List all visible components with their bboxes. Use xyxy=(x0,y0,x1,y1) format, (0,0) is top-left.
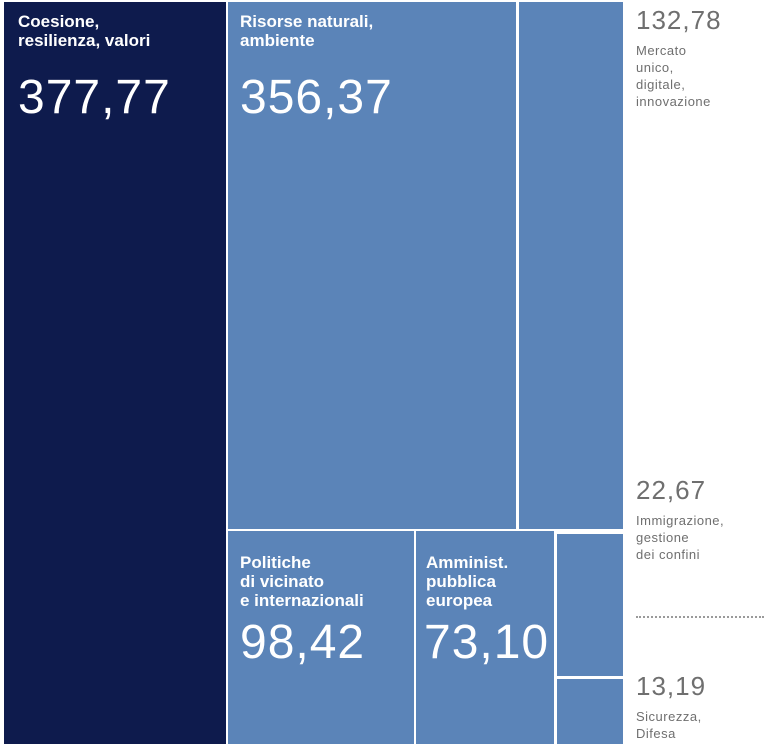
tile-risorse: Risorse naturali, ambiente 356,37 xyxy=(228,2,516,529)
side-label-mercato: Mercato unico, digitale, innovazione xyxy=(636,43,711,109)
leader-line xyxy=(636,616,764,618)
side-label-sicurezza: Sicurezza, Difesa xyxy=(636,709,702,741)
tile-label-risorse: Risorse naturali, ambiente xyxy=(240,12,374,50)
tile-immigrazione xyxy=(557,534,623,676)
tile-value-vicinato: 98,42 xyxy=(240,616,366,669)
tile-value-risorse: 356,37 xyxy=(240,71,393,124)
tile-mercato xyxy=(519,2,623,529)
tile-value-coesione: 377,77 xyxy=(18,71,171,124)
side-label-immigrazione: Immigrazione, gestione dei confini xyxy=(636,513,725,562)
tile-label-coesione: Coesione, resilienza, valori xyxy=(18,12,151,50)
side-value-sicurezza: 13,19 xyxy=(636,671,707,701)
tile-value-amministrazione: 73,10 xyxy=(424,616,550,669)
tile-amministrazione: Amminist. pubblica europea 73,10 xyxy=(416,531,554,744)
side-value-mercato: 132,78 xyxy=(636,5,722,35)
tile-label-amministrazione: Amminist. pubblica europea xyxy=(426,553,509,610)
tile-sicurezza xyxy=(557,679,623,744)
tile-label-vicinato: Politiche di vicinato e internazionali xyxy=(240,553,364,610)
tile-coesione: Coesione, resilienza, valori 377,77 xyxy=(4,2,226,744)
side-value-immigrazione: 22,67 xyxy=(636,475,707,505)
tile-vicinato: Politiche di vicinato e internazionali 98… xyxy=(228,531,414,744)
